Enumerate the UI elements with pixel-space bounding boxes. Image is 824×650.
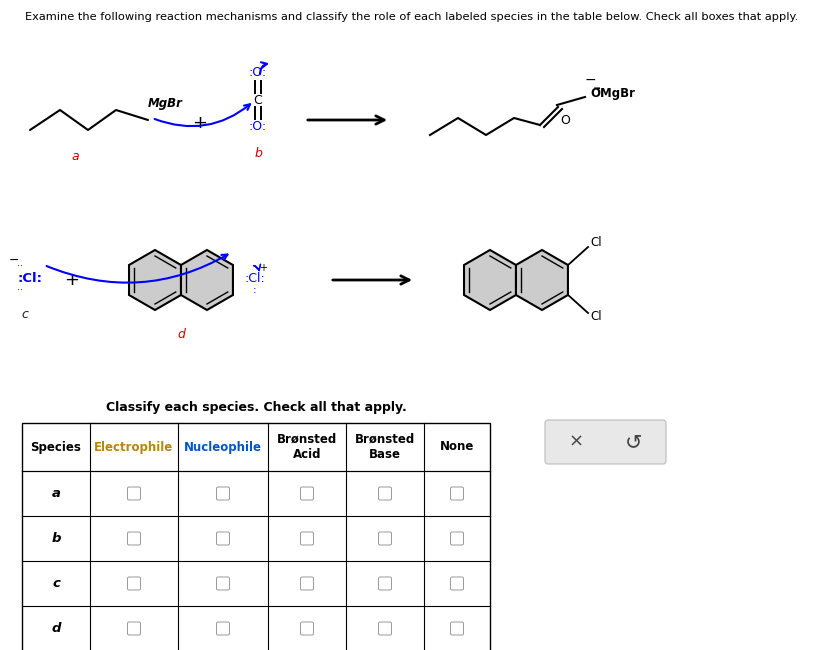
FancyBboxPatch shape <box>301 577 313 590</box>
FancyBboxPatch shape <box>128 577 141 590</box>
FancyBboxPatch shape <box>301 487 313 500</box>
Text: :Cl:: :Cl: <box>18 272 43 285</box>
Text: ×: × <box>569 433 583 451</box>
Text: +: + <box>193 114 208 132</box>
Text: Examine the following reaction mechanisms and classify the role of each labeled : Examine the following reaction mechanism… <box>26 12 798 22</box>
Text: d: d <box>51 622 61 635</box>
Text: Species: Species <box>30 441 82 454</box>
Text: c: c <box>21 308 29 321</box>
FancyBboxPatch shape <box>378 622 391 635</box>
Text: :: : <box>253 285 257 295</box>
Text: O̅MgBr: O̅MgBr <box>590 86 635 99</box>
Text: Electrophile: Electrophile <box>95 441 174 454</box>
Text: d: d <box>177 328 185 341</box>
Text: Brønsted
Acid: Brønsted Acid <box>277 432 337 461</box>
Text: :Cl:: :Cl: <box>245 272 265 285</box>
Text: Nucleophile: Nucleophile <box>184 441 262 454</box>
Text: Classify each species. Check all that apply.: Classify each species. Check all that ap… <box>105 402 406 415</box>
Text: b: b <box>254 147 262 160</box>
Text: ··: ·· <box>17 285 23 295</box>
FancyBboxPatch shape <box>217 487 230 500</box>
FancyBboxPatch shape <box>301 532 313 545</box>
Text: MgBr: MgBr <box>148 96 183 109</box>
FancyBboxPatch shape <box>451 487 463 500</box>
Text: Brønsted
Base: Brønsted Base <box>355 432 415 461</box>
Text: None: None <box>440 441 474 454</box>
FancyBboxPatch shape <box>128 487 141 500</box>
Text: Cl: Cl <box>590 237 602 250</box>
FancyBboxPatch shape <box>378 577 391 590</box>
Text: a: a <box>51 487 60 500</box>
FancyBboxPatch shape <box>378 532 391 545</box>
FancyBboxPatch shape <box>451 532 463 545</box>
Text: O: O <box>560 114 570 127</box>
Polygon shape <box>181 250 233 310</box>
Text: Cl: Cl <box>590 311 602 324</box>
Text: −: − <box>584 73 596 87</box>
Text: ··: ·· <box>17 261 23 271</box>
FancyBboxPatch shape <box>217 532 230 545</box>
FancyBboxPatch shape <box>451 622 463 635</box>
Text: a: a <box>71 150 79 163</box>
Text: −: − <box>9 254 19 266</box>
Text: :O:: :O: <box>249 120 267 133</box>
FancyBboxPatch shape <box>128 532 141 545</box>
Polygon shape <box>129 250 181 310</box>
Polygon shape <box>516 250 568 310</box>
Text: +: + <box>64 271 79 289</box>
FancyBboxPatch shape <box>378 487 391 500</box>
FancyBboxPatch shape <box>451 577 463 590</box>
Text: C: C <box>254 94 262 107</box>
FancyBboxPatch shape <box>217 622 230 635</box>
FancyBboxPatch shape <box>217 577 230 590</box>
Bar <box>22 423 490 650</box>
Text: +: + <box>259 263 267 273</box>
Text: b: b <box>51 532 61 545</box>
Polygon shape <box>464 250 516 310</box>
FancyBboxPatch shape <box>301 622 313 635</box>
FancyBboxPatch shape <box>545 420 666 464</box>
Text: ↺: ↺ <box>625 432 643 452</box>
Text: :O:: :O: <box>249 66 267 79</box>
Text: c: c <box>52 577 60 590</box>
FancyBboxPatch shape <box>128 622 141 635</box>
